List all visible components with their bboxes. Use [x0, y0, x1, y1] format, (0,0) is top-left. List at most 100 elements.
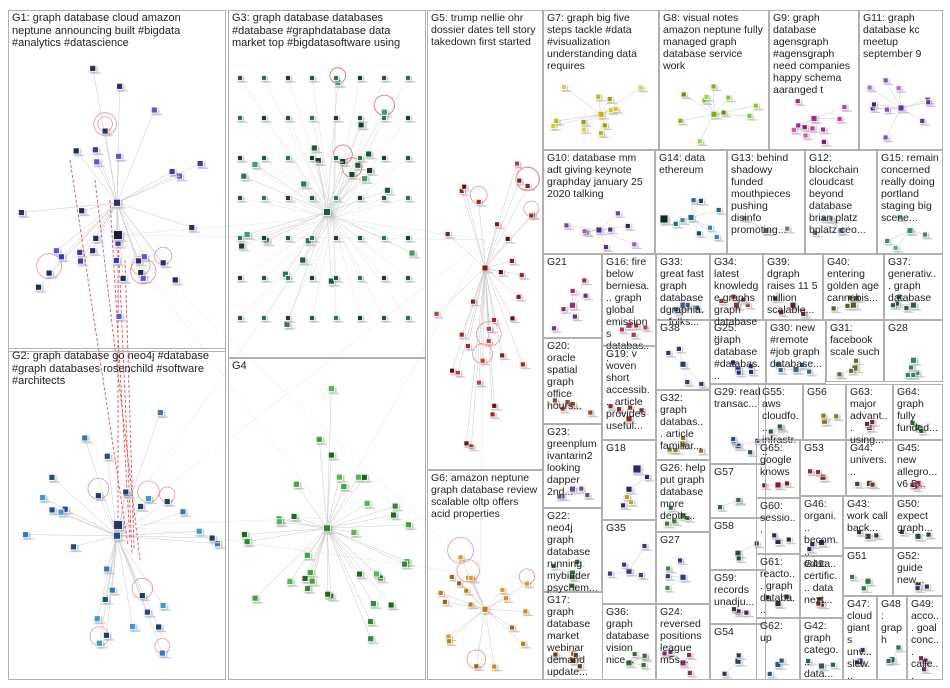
g3-node	[238, 242, 250, 252]
g54-node	[721, 670, 733, 679]
g3-grid-node	[261, 195, 272, 203]
g5-node	[458, 331, 470, 340]
g26-node	[667, 504, 679, 513]
g5-edge	[463, 186, 486, 269]
g10-node	[581, 228, 593, 236]
g3-grid-node	[357, 315, 368, 323]
g3-grid-node	[333, 315, 344, 323]
g4-edge	[326, 528, 392, 606]
g4-node	[367, 618, 379, 627]
g30-node	[777, 367, 789, 375]
g3-node	[310, 144, 323, 154]
g4-node	[292, 480, 305, 490]
g2-node	[195, 527, 208, 537]
g4-node	[390, 511, 402, 521]
g51-node	[849, 574, 860, 582]
g1-node	[159, 259, 172, 269]
g3-edge	[326, 190, 388, 213]
g4-edge	[326, 528, 332, 597]
g4-node	[350, 528, 362, 538]
g11-edge	[900, 102, 929, 109]
g17-node	[552, 651, 563, 660]
g3-grid-edge	[263, 217, 334, 239]
group-box-g52	[893, 548, 943, 596]
g7-node	[561, 84, 572, 92]
g32-node	[698, 447, 709, 456]
g15-node	[896, 214, 908, 222]
g49-node	[918, 655, 929, 663]
g2-node	[103, 631, 115, 641]
g25-node	[748, 369, 759, 377]
g51-hub-node	[864, 577, 876, 587]
g2-node	[145, 495, 157, 504]
g10-edge	[598, 229, 635, 245]
g2-hub-node	[113, 531, 126, 542]
g1-edge	[116, 163, 201, 203]
g42-hub-node	[818, 662, 830, 672]
g1-node	[188, 224, 200, 233]
g19-node	[607, 403, 619, 411]
g15-node	[892, 244, 904, 253]
g2-node	[22, 531, 34, 540]
g32-node	[672, 447, 684, 455]
group-box-g31	[826, 320, 884, 382]
g15-node	[922, 231, 933, 240]
nodes-layer	[18, 65, 937, 679]
g16-node	[633, 322, 644, 331]
g51-node	[860, 585, 872, 594]
g12-node	[828, 215, 839, 224]
g3-grid-node	[405, 195, 416, 203]
g4-node	[275, 518, 288, 527]
g2-edge	[116, 501, 168, 536]
g1-node	[140, 253, 153, 262]
g3-grid-node	[309, 155, 320, 163]
group-box-g57	[710, 464, 766, 518]
g1-edge	[116, 109, 155, 203]
g3-grid-node	[405, 75, 416, 83]
g3-node	[365, 150, 377, 160]
g1-node	[168, 168, 181, 177]
group-box-g28	[884, 320, 943, 382]
group-box-g19	[602, 346, 656, 440]
group-box-g21	[543, 254, 602, 338]
g4-node	[356, 570, 368, 580]
g16-hub-node	[625, 321, 637, 331]
g27-node	[665, 565, 676, 574]
g3-grid-edge	[239, 217, 334, 319]
group-box-g64	[893, 384, 943, 440]
g3-grid-node	[261, 315, 272, 323]
g4-edge	[326, 514, 394, 529]
g23-hub-node	[569, 485, 581, 495]
g19-node	[616, 406, 627, 414]
group-box-g11	[859, 10, 943, 150]
g5-node	[528, 212, 539, 221]
g3-grid-node	[237, 115, 248, 123]
g1-node	[115, 312, 127, 322]
g3-edge	[254, 164, 328, 213]
g14-node	[695, 230, 707, 239]
g1-node	[112, 257, 125, 266]
g7-edge	[556, 114, 602, 122]
g3-node	[314, 157, 327, 166]
g7-node	[637, 84, 649, 93]
g5-edge	[467, 267, 486, 347]
g6-node	[448, 574, 460, 582]
g3-node	[384, 186, 396, 196]
group-box-g32	[656, 390, 710, 460]
g4-node	[324, 590, 336, 600]
g48-node	[885, 658, 897, 666]
g4-node	[405, 521, 417, 530]
g53-node	[815, 469, 826, 477]
g3-grid-edge	[239, 157, 334, 219]
g2-edge	[65, 508, 118, 536]
g3-grid-node	[285, 275, 296, 283]
g45-node	[909, 482, 920, 490]
g1-node	[76, 248, 88, 258]
g10-node	[631, 241, 642, 250]
g20-node	[559, 405, 571, 414]
g2-node	[208, 534, 221, 544]
g8-node	[680, 91, 692, 100]
g46-node	[809, 541, 820, 549]
g54-node	[735, 652, 747, 661]
